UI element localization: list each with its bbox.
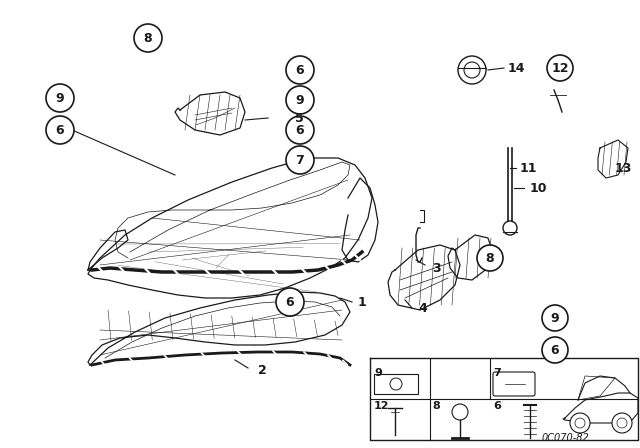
Circle shape (286, 116, 314, 144)
Circle shape (542, 337, 568, 363)
Text: 9: 9 (296, 94, 304, 107)
Circle shape (477, 245, 503, 271)
Text: 6: 6 (296, 64, 304, 77)
Text: 9: 9 (56, 91, 64, 104)
Text: 7: 7 (296, 154, 305, 167)
Text: 8: 8 (144, 31, 152, 44)
Text: 6: 6 (550, 344, 559, 357)
Circle shape (46, 116, 74, 144)
Text: 10: 10 (530, 181, 547, 194)
Text: 6: 6 (56, 124, 64, 137)
Text: 4: 4 (418, 302, 427, 314)
Text: 8: 8 (432, 401, 440, 411)
Circle shape (570, 413, 590, 433)
Text: 13: 13 (615, 161, 632, 175)
Bar (374, 374, 418, 394)
Text: 9: 9 (374, 368, 382, 378)
Circle shape (286, 146, 314, 174)
Circle shape (547, 55, 573, 81)
Circle shape (503, 221, 517, 235)
Text: 1: 1 (358, 296, 367, 309)
Text: 6: 6 (285, 296, 294, 309)
Circle shape (286, 56, 314, 84)
Text: 14: 14 (508, 61, 525, 74)
Text: 0C070-82: 0C070-82 (541, 433, 589, 443)
Circle shape (452, 404, 468, 420)
Circle shape (464, 62, 480, 78)
Circle shape (612, 413, 632, 433)
Text: 2: 2 (258, 363, 267, 376)
Text: 6: 6 (296, 124, 304, 137)
Text: 6: 6 (493, 401, 501, 411)
Text: 12: 12 (551, 61, 569, 74)
Text: 11: 11 (520, 161, 538, 175)
Circle shape (46, 84, 74, 112)
Text: 9: 9 (550, 311, 559, 324)
Text: 8: 8 (486, 251, 494, 264)
Text: 3: 3 (432, 262, 440, 275)
Circle shape (134, 24, 162, 52)
Text: 12: 12 (374, 401, 390, 411)
Text: 7: 7 (493, 368, 500, 378)
Circle shape (276, 288, 304, 316)
Text: 5: 5 (295, 112, 304, 125)
Circle shape (286, 86, 314, 114)
Circle shape (458, 56, 486, 84)
Circle shape (542, 305, 568, 331)
